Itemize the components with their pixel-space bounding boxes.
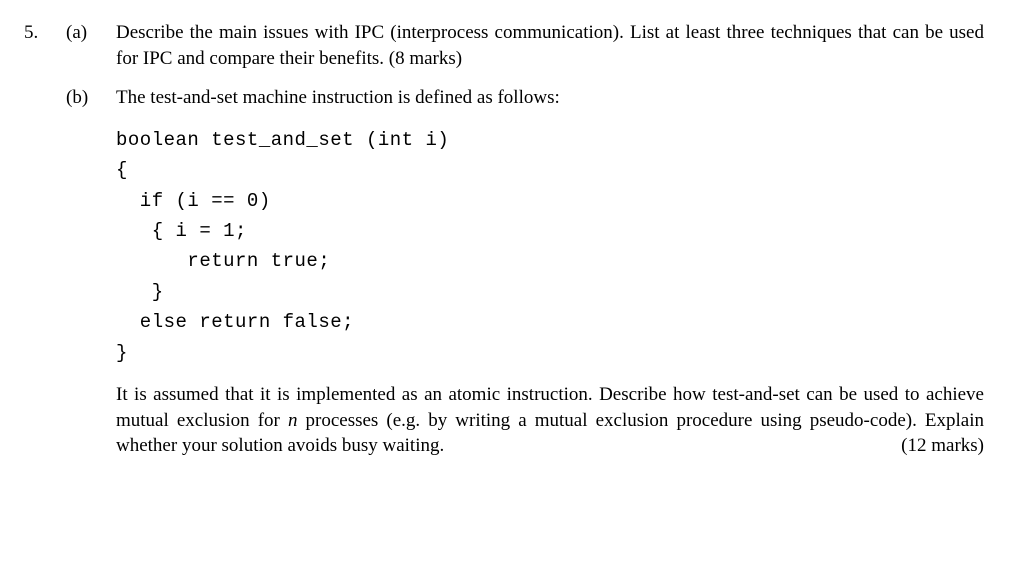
question-number: 5. (20, 20, 66, 71)
code-line-1: { (116, 159, 128, 181)
part-b-paragraph: It is assumed that it is implemented as … (116, 382, 984, 459)
part-b: (b) The test-and-set machine instruction… (20, 85, 984, 459)
code-line-6: else return false; (116, 311, 354, 333)
part-b-intro: The test-and-set machine instruction is … (116, 85, 984, 111)
exam-question-page: 5. (a) Describe the main issues with IPC… (0, 0, 1024, 493)
part-a-text: Describe the main issues with IPC (inter… (116, 20, 984, 71)
part-a: 5. (a) Describe the main issues with IPC… (20, 20, 984, 71)
marks-b: (12 marks) (901, 433, 984, 459)
question-number-spacer (20, 85, 66, 459)
code-line-3: { i = 1; (116, 220, 247, 242)
code-line-5: } (116, 281, 164, 303)
part-label-b: (b) (66, 85, 116, 459)
part-label-a: (a) (66, 20, 116, 71)
code-line-2: if (i == 0) (116, 190, 271, 212)
code-line-7: } (116, 342, 128, 364)
code-block: boolean test_and_set (int i) { if (i == … (116, 125, 984, 368)
code-line-0: boolean test_and_set (int i) (116, 129, 449, 151)
code-line-4: return true; (116, 250, 330, 272)
part-b-body: The test-and-set machine instruction is … (116, 85, 984, 459)
